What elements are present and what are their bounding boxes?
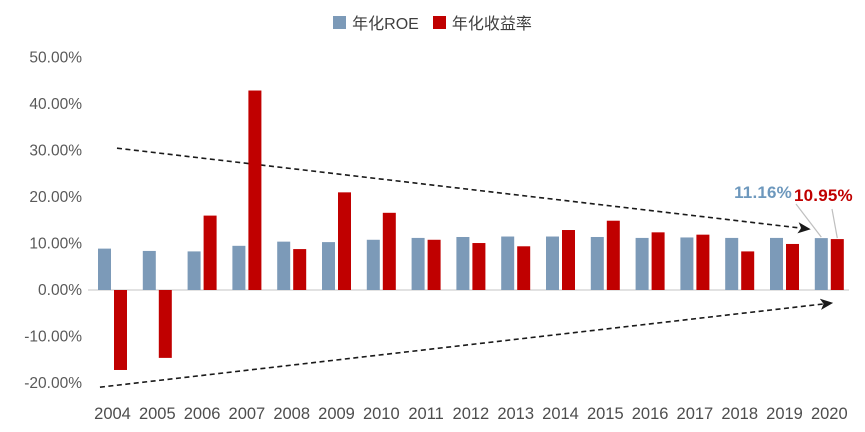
chart-legend: 年化ROE 年化收益率 <box>0 10 865 34</box>
annotation-roe-2020: 11.16% <box>734 183 792 202</box>
x-label-2010: 2010 <box>363 405 400 423</box>
bar-return-2020 <box>830 239 844 290</box>
legend-swatch-roe <box>333 15 347 29</box>
legend-swatch-return <box>432 15 446 29</box>
y-tick-40: 40.00% <box>29 96 82 113</box>
x-label-2005: 2005 <box>139 405 176 423</box>
bar-roe-2020 <box>814 238 828 290</box>
bar-return-2004 <box>114 290 127 370</box>
bar-roe-2010 <box>366 239 380 290</box>
bar-roe-2011 <box>411 237 425 290</box>
bar-roe-2012 <box>456 236 470 290</box>
bar-return-2008 <box>293 249 307 290</box>
bar-roe-2005 <box>142 250 156 290</box>
x-label-2013: 2013 <box>497 405 534 423</box>
legend-item-return: 年化收益率 <box>432 10 532 34</box>
x-label-2004: 2004 <box>94 405 131 423</box>
bar-roe-2015 <box>590 236 604 290</box>
x-label-2019: 2019 <box>766 405 803 423</box>
x-label-2020: 2020 <box>811 405 848 423</box>
bar-return-2016 <box>651 232 665 290</box>
x-label-2009: 2009 <box>318 405 355 423</box>
bar-roe-2016 <box>635 237 649 290</box>
y-tick-20: 20.00% <box>29 189 82 206</box>
legend-label-roe: 年化ROE <box>352 16 419 33</box>
bar-return-2012 <box>472 243 486 290</box>
x-label-2008: 2008 <box>273 405 310 423</box>
y-tick-10: 10.00% <box>29 236 82 253</box>
bar-return-2015 <box>606 220 620 290</box>
x-label-2015: 2015 <box>587 405 624 423</box>
bar-roe-2013 <box>501 236 515 290</box>
bar-return-2013 <box>517 246 531 290</box>
legend-label-return: 年化收益率 <box>451 16 532 33</box>
leader-line-roe <box>795 203 822 238</box>
x-label-2018: 2018 <box>721 405 758 423</box>
bar-return-2007 <box>248 90 262 290</box>
bar-roe-2019 <box>770 237 783 290</box>
x-label-2007: 2007 <box>229 405 266 423</box>
bar-return-2014 <box>562 230 575 290</box>
upper-converging-arrow <box>116 147 811 234</box>
y-tick-0: 0.00% <box>38 282 82 299</box>
y-tick--20: -20.00% <box>24 375 82 392</box>
bar-roe-2004 <box>98 248 111 290</box>
bar-roe-2009 <box>322 242 335 290</box>
bar-roe-2006 <box>187 251 201 290</box>
x-label-2016: 2016 <box>632 405 669 423</box>
bar-roe-2017 <box>680 237 694 290</box>
y-tick--10: -10.00% <box>24 329 82 346</box>
x-label-2014: 2014 <box>542 405 579 423</box>
bar-roe-2014 <box>546 236 559 290</box>
bar-roe-2008 <box>277 241 291 290</box>
bar-return-2019 <box>786 243 799 290</box>
y-tick-50: 50.00% <box>29 50 82 67</box>
bar-return-2010 <box>382 212 396 290</box>
bar-return-2005 <box>158 290 172 358</box>
bar-return-2018 <box>741 251 755 290</box>
x-label-2006: 2006 <box>184 405 221 423</box>
lower-converging-arrow <box>99 298 834 388</box>
y-tick-30: 30.00% <box>29 143 82 160</box>
bar-roe-2018 <box>725 237 739 290</box>
x-label-2011: 2011 <box>408 405 443 423</box>
x-label-2012: 2012 <box>453 405 490 423</box>
annotation-return-2020: 10.95% <box>794 186 853 205</box>
bar-return-2009 <box>338 192 351 290</box>
x-label-2017: 2017 <box>677 405 714 423</box>
bar-return-2011 <box>427 239 441 290</box>
bar-return-2006 <box>203 215 217 290</box>
legend-item-roe: 年化ROE <box>333 10 419 34</box>
bar-roe-2007 <box>232 245 246 290</box>
bar-return-2017 <box>696 234 710 290</box>
leader-line-return <box>831 208 838 239</box>
